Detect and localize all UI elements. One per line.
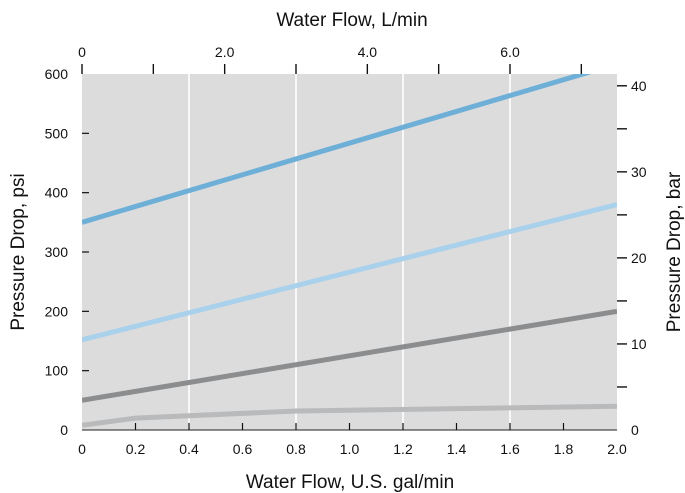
y-tick-label: 600 <box>45 66 69 82</box>
y-tick-label: 500 <box>45 125 69 141</box>
right-tick-label: 30 <box>631 164 647 180</box>
y-tick-label: 400 <box>45 185 69 201</box>
series-line-3 <box>82 308 617 403</box>
series-line-2 <box>82 202 617 343</box>
x-tick-label: 0.4 <box>179 441 199 457</box>
right-axis-title: Pressure Drop, bar <box>664 171 685 332</box>
x-tick-label: 0.6 <box>233 441 253 457</box>
left-axis-title: Pressure Drop, psi <box>8 173 29 330</box>
y-tick-label: 100 <box>45 363 69 379</box>
x-tick-label: 0.8 <box>286 441 306 457</box>
top-axis-title: Water Flow, L/min <box>276 10 427 31</box>
x-tick-label: 1.6 <box>500 441 520 457</box>
x-tick-label: 1.0 <box>340 441 360 457</box>
top-tick-label: 0 <box>78 44 86 60</box>
x-tick-label: 0 <box>78 441 86 457</box>
x-tick-label: 2.0 <box>607 441 627 457</box>
x-tick-label: 0.2 <box>126 441 146 457</box>
y-tick-label: 200 <box>45 303 69 319</box>
top-tick-label: 4.0 <box>358 44 378 60</box>
x-tick-label: 1.2 <box>393 441 413 457</box>
series-line-1 <box>82 74 592 225</box>
right-tick-label: 40 <box>631 78 647 94</box>
bottom-axis-title: Water Flow, U.S. gal/min <box>246 472 454 493</box>
series-line-4 <box>82 403 617 428</box>
top-tick-label: 6.0 <box>500 44 520 60</box>
x-tick-label: 1.8 <box>554 441 574 457</box>
y-tick-label: 300 <box>45 244 69 260</box>
right-tick-label: 0 <box>631 422 639 438</box>
x-tick-label: 1.4 <box>447 441 467 457</box>
right-tick-label: 10 <box>631 336 647 352</box>
y-tick-label: 0 <box>60 422 68 438</box>
plot-background <box>82 74 617 430</box>
right-tick-label: 20 <box>631 250 647 266</box>
top-tick-label: 2.0 <box>215 44 235 60</box>
